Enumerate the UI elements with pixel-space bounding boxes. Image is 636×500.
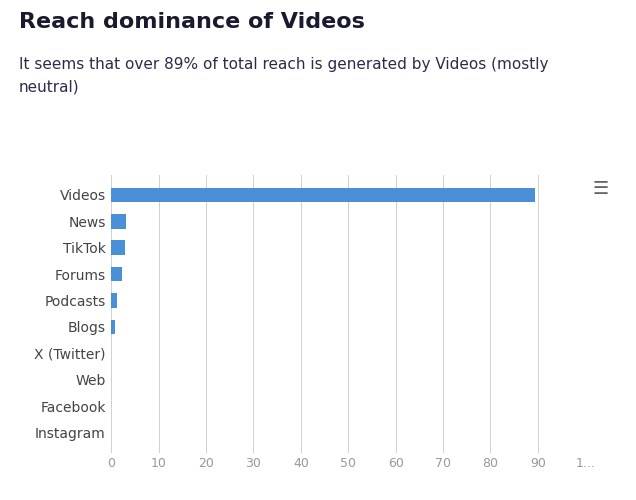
- Text: It seems that over 89% of total reach is generated by Videos (mostly
neutral): It seems that over 89% of total reach is…: [19, 58, 549, 94]
- Text: Reach dominance of Videos: Reach dominance of Videos: [19, 12, 365, 32]
- Bar: [111, 294, 117, 308]
- Bar: [111, 214, 127, 228]
- Text: ☰: ☰: [593, 180, 609, 198]
- Bar: [111, 267, 121, 281]
- Bar: [111, 240, 125, 255]
- Bar: [111, 320, 115, 334]
- Bar: [111, 188, 536, 202]
